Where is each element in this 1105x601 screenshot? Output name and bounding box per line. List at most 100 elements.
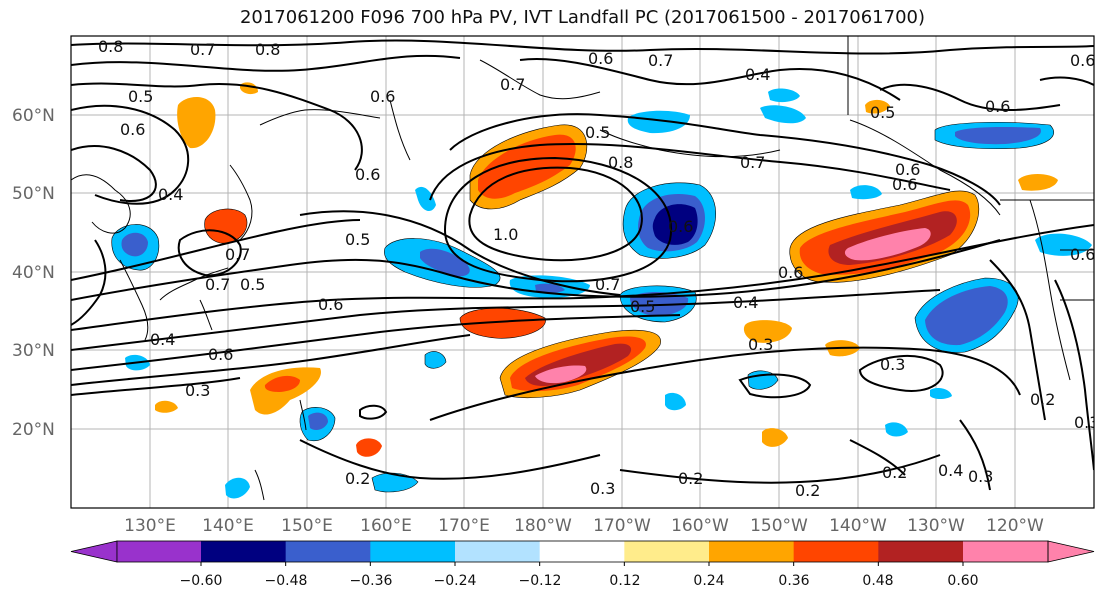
shading-positive-south: [762, 428, 788, 447]
contour-label: 0.7: [648, 51, 673, 70]
contour-label: 0.5: [630, 297, 655, 316]
contour-label: 0.3: [590, 479, 615, 498]
shading-negative-n3: [760, 105, 806, 124]
map-frame: [70, 35, 1095, 509]
contour-label: 0.8: [98, 37, 123, 56]
contour-label: 1.0: [493, 225, 518, 244]
colorbar-tick-label: 0.24: [693, 573, 724, 589]
contour-label: 0.6: [985, 97, 1010, 116]
contour-label: 0.3: [185, 381, 210, 400]
lon-label: 140°W: [829, 516, 887, 536]
colorbar-cell: [709, 541, 795, 562]
contour-label: 0.2: [882, 463, 907, 482]
contour-label: 0.6: [588, 49, 613, 68]
lon-label: 160°E: [360, 516, 412, 536]
pv-contours: [71, 39, 1094, 491]
contour-label: 0.6: [120, 120, 145, 139]
contour-label: 0.4: [733, 293, 758, 312]
lon-label: 130°E: [124, 516, 176, 536]
colorbar-outline: [116, 540, 1049, 563]
colorbar-cell: [285, 541, 371, 562]
colorbar-tick-label: 0.60: [947, 573, 978, 589]
contour-label: 0.7: [205, 275, 230, 294]
contour-label: 0.2: [345, 469, 370, 488]
coastlines: [71, 36, 1094, 501]
lat-label: 40°N: [12, 263, 55, 283]
shading-negative-s4: [665, 392, 686, 411]
contour-label: 0.5: [345, 230, 370, 249]
contour-label: 0.3: [880, 355, 905, 374]
colorbar-cells: [70, 540, 1095, 563]
colorbar-tick-label: 0.48: [862, 573, 893, 589]
shading-negative-s8: [930, 388, 952, 399]
shading-negative-s5: [424, 351, 447, 369]
map-plot-area: 0.8 0.7 0.8 0.6 0.7 0.7 0.6 0.4 0.5 0.6 …: [71, 36, 1095, 508]
shading-positive-south2: [356, 438, 382, 457]
contour-label: 0.6: [668, 217, 693, 236]
colorbar-cell: [539, 541, 625, 562]
colorbar-tick-label: −0.36: [350, 573, 393, 589]
shading-negative-north-inner: [955, 127, 1041, 145]
contour-label: 0.7: [225, 245, 250, 264]
shading-negative-central2-inner: [535, 283, 565, 294]
contour-label: 0.4: [745, 65, 770, 84]
contour-label: 0.2: [1030, 390, 1055, 409]
shading-positive-hawaii: [743, 320, 792, 343]
lon-label: 130°W: [907, 516, 965, 536]
contour-label: 0.2: [795, 481, 820, 500]
colorbar-cell: [624, 541, 710, 562]
colorbar-tick-label: −0.60: [180, 573, 223, 589]
contour-label: 0.8: [255, 40, 280, 59]
colorbar-tick-label: −0.48: [265, 573, 308, 589]
contour-label: 0.7: [190, 40, 215, 59]
contour-label: 0.2: [678, 469, 703, 488]
contour-labels: 0.8 0.7 0.8 0.6 0.7 0.7 0.6 0.4 0.5 0.6 …: [98, 37, 1095, 500]
contour-label: 0.6: [892, 175, 917, 194]
lat-label: 20°N: [12, 420, 55, 440]
lon-label: 150°W: [750, 516, 808, 536]
lat-label: 60°N: [12, 106, 55, 126]
shading-negative-s2: [225, 477, 250, 499]
shading-positive-wp1-inner: [264, 375, 300, 392]
shading-negative-n1: [627, 110, 690, 134]
colorbar-cell: [793, 541, 879, 562]
shading-negative-mid-inner: [630, 292, 689, 316]
contour-label: 0.5: [585, 123, 610, 142]
contour-label: 0.3: [748, 335, 773, 354]
lon-label: 180°W: [514, 516, 572, 536]
shading-positive-gulf-small: [865, 99, 890, 114]
colorbar-cell: [878, 541, 964, 562]
shading-negative-wp-inner: [308, 412, 328, 430]
colorbar-cell: [963, 541, 1048, 562]
lon-label: 170°E: [438, 516, 490, 536]
lat-label: 50°N: [12, 184, 55, 204]
shading-positive-bering-inner: [478, 134, 576, 199]
contour-label: 0.7: [595, 275, 620, 294]
contour-label: 0.3: [968, 467, 993, 486]
shading-negative-n4: [850, 185, 882, 200]
contour-label: 0.4: [938, 461, 963, 480]
colorbar-tick-label: 0.12: [609, 573, 640, 589]
contour-label: 0.5: [128, 87, 153, 106]
shading-negative-east-inner: [925, 286, 1008, 346]
colorbar-ticks: −0.60 −0.48 −0.36 −0.24 −0.12 0.12 0.24 …: [180, 562, 979, 589]
colorbar: −0.60 −0.48 −0.36 −0.24 −0.12 0.12 0.24 …: [70, 540, 1095, 589]
contour-label: 0.7: [740, 153, 765, 172]
contour-label: 0.8: [608, 153, 633, 172]
shading-positive-subtropical-core: [535, 365, 587, 384]
shading-positive-tiny: [155, 400, 178, 413]
contour-label: 0.4: [158, 185, 183, 204]
map-title: 2017061200 F096 700 hPa PV, IVT Landfall…: [239, 7, 926, 28]
lon-label: 150°E: [281, 516, 333, 536]
colorbar-cell: [201, 541, 287, 562]
shading-negative-central-inner: [420, 248, 470, 277]
lat-label: 30°N: [12, 341, 55, 361]
contour-label: 0.6: [318, 295, 343, 314]
contour-label: 0.6: [208, 345, 233, 364]
shading-negative-n6: [415, 186, 436, 212]
shading-positive-okhotsk: [177, 96, 216, 149]
longitude-labels: 130°E 140°E 150°E 160°E 170°E 180°W 170°…: [124, 516, 1044, 536]
contour-label: 0.5: [240, 275, 265, 294]
contour-label: 0.6: [1070, 51, 1095, 70]
